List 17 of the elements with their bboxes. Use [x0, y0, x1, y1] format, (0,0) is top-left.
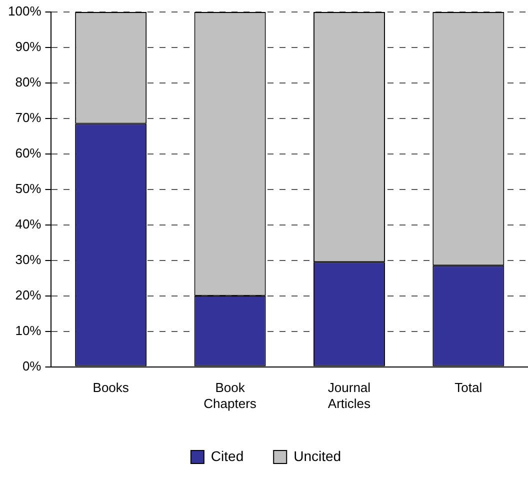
y-tick-label: 60% — [15, 146, 42, 160]
y-tick-label: 80% — [15, 74, 42, 90]
y-tick-label: 50% — [15, 180, 42, 196]
y-tick-label: 0% — [22, 358, 42, 374]
y-tick-label: 10% — [15, 322, 42, 338]
legend-label: Uncited — [294, 448, 342, 464]
y-tick-label: 90% — [15, 39, 42, 54]
x-tick-label: Book Chapters — [204, 380, 257, 411]
x-tick-label: Journal Articles — [328, 380, 372, 411]
y-tick-label: 70% — [15, 110, 42, 126]
y-tick-label: 40% — [15, 216, 42, 232]
x-tick-label: Books — [92, 380, 130, 396]
legend-label: Cited — [210, 448, 244, 464]
y-tick-label: 30% — [15, 252, 42, 267]
x-tick-label: Total — [454, 380, 482, 396]
y-tick-label: 20% — [15, 287, 42, 302]
y-tick-label: 100% — [8, 4, 42, 19]
